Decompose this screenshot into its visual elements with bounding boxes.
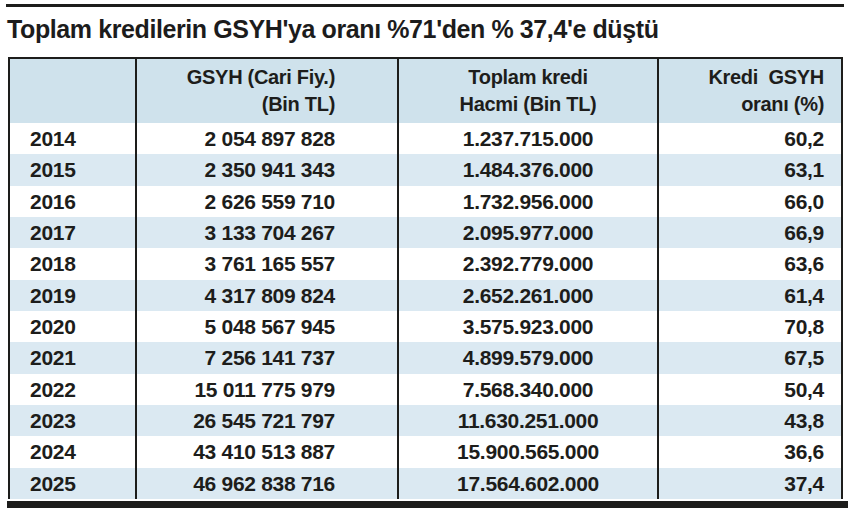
cell-oran: 37,4 [657, 468, 841, 499]
header-gsyh-line2: (Bin TL) [137, 91, 335, 118]
cell-gsyh: 2 350 941 343 [135, 154, 397, 185]
cell-gsyh: 15 011 775 979 [135, 374, 397, 405]
cell-oran: 67,5 [657, 342, 841, 373]
page-title: Toplam kredilerin GSYH'ya oranı %71'den … [7, 15, 659, 44]
cell-gsyh: 26 545 721 797 [135, 405, 397, 436]
cell-oran: 36,6 [657, 436, 841, 467]
table-row: 2020 5 048 567 945 3.575.923.000 70,8 [10, 311, 841, 342]
cell-oran: 63,1 [657, 154, 841, 185]
cell-gsyh: 5 048 567 945 [135, 311, 397, 342]
top-rule [6, 4, 844, 7]
table-body: 2014 2 054 897 828 1.237.715.000 60,2 20… [10, 123, 841, 499]
cell-oran: 43,8 [657, 405, 841, 436]
cell-kredi: 3.575.923.000 [397, 311, 657, 342]
header-cell-oran: Kredi GSYH oranı (%) [657, 59, 841, 123]
cell-gsyh: 46 962 838 716 [135, 468, 397, 499]
cell-kredi: 1.484.376.000 [397, 154, 657, 185]
table-header: GSYH (Cari Fiy.) (Bin TL) Toplam kredi H… [10, 59, 841, 123]
table-row: 2019 4 317 809 824 2.652.261.000 61,4 [10, 280, 841, 311]
cell-kredi: 7.568.340.000 [397, 374, 657, 405]
cell-oran: 66,9 [657, 217, 841, 248]
cell-year: 2017 [10, 217, 135, 248]
cell-gsyh: 7 256 141 737 [135, 342, 397, 373]
header-cell-year [10, 59, 135, 123]
cell-gsyh: 43 410 513 887 [135, 436, 397, 467]
cell-year: 2014 [10, 123, 135, 154]
table-row: 2022 15 011 775 979 7.568.340.000 50,4 [10, 374, 841, 405]
bottom-rule [7, 501, 848, 508]
credit-gdp-table: GSYH (Cari Fiy.) (Bin TL) Toplam kredi H… [8, 57, 843, 499]
table-row: 2021 7 256 141 737 4.899.579.000 67,5 [10, 342, 841, 373]
cell-kredi: 15.900.565.000 [397, 436, 657, 467]
cell-kredi: 17.564.602.000 [397, 468, 657, 499]
table-row: 2016 2 626 559 710 1.732.956.000 66,0 [10, 186, 841, 217]
header-cell-kredi: Toplam kredi Hacmi (Bin TL) [397, 59, 657, 123]
cell-oran: 70,8 [657, 311, 841, 342]
table-row: 2017 3 133 704 267 2.095.977.000 66,9 [10, 217, 841, 248]
cell-year: 2022 [10, 374, 135, 405]
cell-year: 2015 [10, 154, 135, 185]
cell-kredi: 11.630.251.000 [397, 405, 657, 436]
cell-year: 2021 [10, 342, 135, 373]
table-row: 2024 43 410 513 887 15.900.565.000 36,6 [10, 436, 841, 467]
table-row: 2015 2 350 941 343 1.484.376.000 63,1 [10, 154, 841, 185]
table-row: 2014 2 054 897 828 1.237.715.000 60,2 [10, 123, 841, 154]
cell-kredi: 2.652.261.000 [397, 280, 657, 311]
cell-year: 2024 [10, 436, 135, 467]
header-oran-line2: oranı (%) [659, 91, 824, 118]
cell-gsyh: 4 317 809 824 [135, 280, 397, 311]
cell-kredi: 2.392.779.000 [397, 248, 657, 279]
header-oran-line1: Kredi GSYH [659, 64, 824, 91]
cell-oran: 60,2 [657, 123, 841, 154]
cell-year: 2018 [10, 248, 135, 279]
cell-year: 2016 [10, 186, 135, 217]
cell-gsyh: 3 133 704 267 [135, 217, 397, 248]
table-row: 2025 46 962 838 716 17.564.602.000 37,4 [10, 468, 841, 499]
cell-kredi: 1.237.715.000 [397, 123, 657, 154]
cell-oran: 66,0 [657, 186, 841, 217]
cell-kredi: 2.095.977.000 [397, 217, 657, 248]
table-row: 2023 26 545 721 797 11.630.251.000 43,8 [10, 405, 841, 436]
cell-oran: 63,6 [657, 248, 841, 279]
cell-kredi: 4.899.579.000 [397, 342, 657, 373]
cell-oran: 61,4 [657, 280, 841, 311]
cell-gsyh: 2 054 897 828 [135, 123, 397, 154]
header-cell-gsyh: GSYH (Cari Fiy.) (Bin TL) [135, 59, 397, 123]
cell-kredi: 1.732.956.000 [397, 186, 657, 217]
header-kredi-line1: Toplam kredi [399, 64, 657, 91]
cell-year: 2023 [10, 405, 135, 436]
header-gsyh-line1: GSYH (Cari Fiy.) [137, 64, 335, 91]
table-row: 2018 3 761 165 557 2.392.779.000 63,6 [10, 248, 841, 279]
header-kredi-line2: Hacmi (Bin TL) [399, 91, 657, 118]
cell-oran: 50,4 [657, 374, 841, 405]
cell-year: 2019 [10, 280, 135, 311]
cell-year: 2020 [10, 311, 135, 342]
cell-gsyh: 2 626 559 710 [135, 186, 397, 217]
cell-year: 2025 [10, 468, 135, 499]
cell-gsyh: 3 761 165 557 [135, 248, 397, 279]
